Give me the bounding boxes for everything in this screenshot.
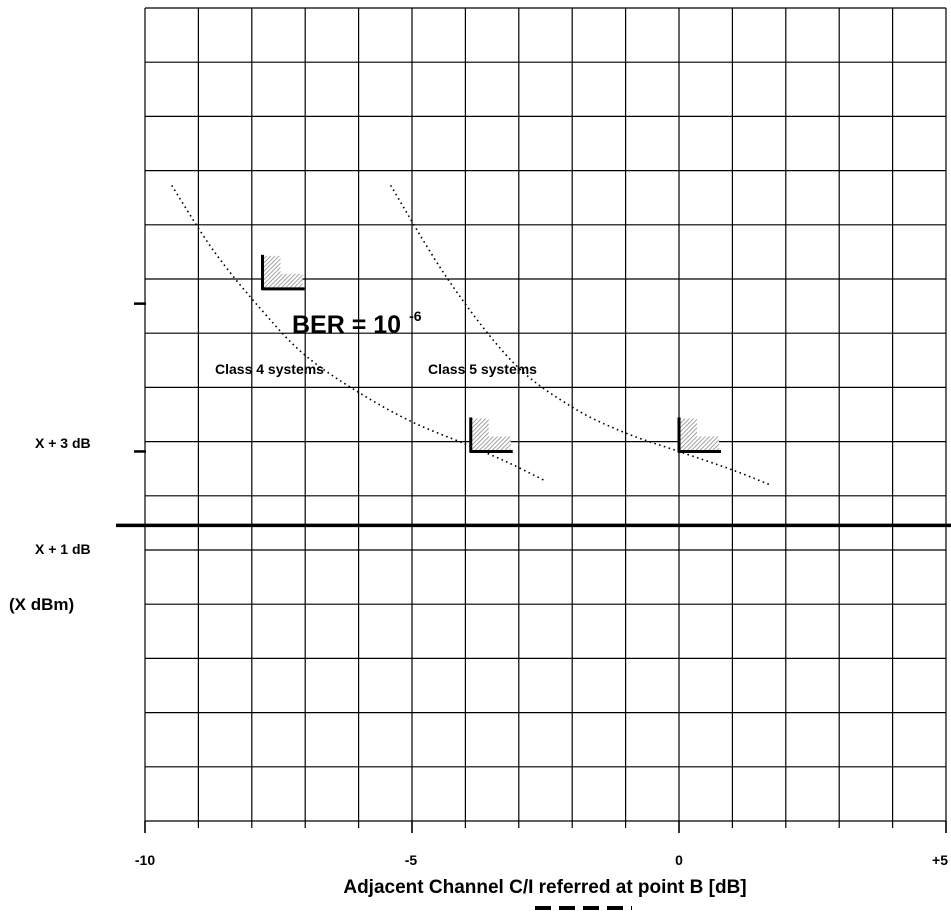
x-tick-label: 0 xyxy=(675,852,683,868)
marker-hatch xyxy=(679,418,719,451)
x-tick-label: -10 xyxy=(135,852,155,868)
marker-hatch xyxy=(262,256,302,289)
ber-exponent: -6 xyxy=(409,308,422,324)
y-label-x-dbm: (X dBm) xyxy=(9,595,74,614)
threshold-marker xyxy=(678,417,721,452)
x-tick-label: -5 xyxy=(405,852,418,868)
threshold-marker xyxy=(261,255,304,290)
class5-label: Class 5 systems xyxy=(428,361,537,377)
x-tick-label: +5 xyxy=(932,852,948,868)
threshold-marker xyxy=(470,417,513,452)
marker-hatch xyxy=(471,418,511,451)
class4-label: Class 4 systems xyxy=(215,361,324,377)
ber-annotation: BER = 10 -6 xyxy=(292,308,422,339)
y-ticks xyxy=(116,304,951,526)
markers xyxy=(261,255,721,453)
y-label-x-plus-3: X + 3 dB xyxy=(35,435,91,451)
x-axis-label: Adjacent Channel C/I referred at point B… xyxy=(343,877,746,898)
grid xyxy=(145,8,946,833)
y-label-x-plus-1: X + 1 dB xyxy=(35,541,91,557)
